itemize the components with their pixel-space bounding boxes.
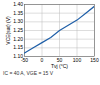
svg-text:1.20: 1.20: [13, 36, 23, 42]
svg-text:1.30: 1.30: [13, 18, 23, 24]
svg-text:1.25: 1.25: [13, 27, 23, 33]
svg-text:50: 50: [56, 56, 63, 63]
svg-text:1.40: 1.40: [13, 1, 23, 7]
html-text:IC = 40 A, VGE = 15 V: IC = 40 A, VGE = 15 V: [3, 70, 53, 76]
svg-text:VCE(sat) (V): VCE(sat) (V): [5, 16, 11, 45]
svg-text:150: 150: [90, 57, 99, 63]
svg-text:Tvj (°C): Tvj (°C): [51, 63, 68, 69]
svg-text:1.10: 1.10: [13, 53, 23, 59]
svg-text:0: 0: [41, 57, 44, 63]
svg-text:-50: -50: [20, 56, 29, 63]
svg-text:1.35: 1.35: [13, 10, 23, 16]
svg-text:1.15: 1.15: [13, 44, 23, 50]
svg-text:100: 100: [73, 57, 82, 63]
